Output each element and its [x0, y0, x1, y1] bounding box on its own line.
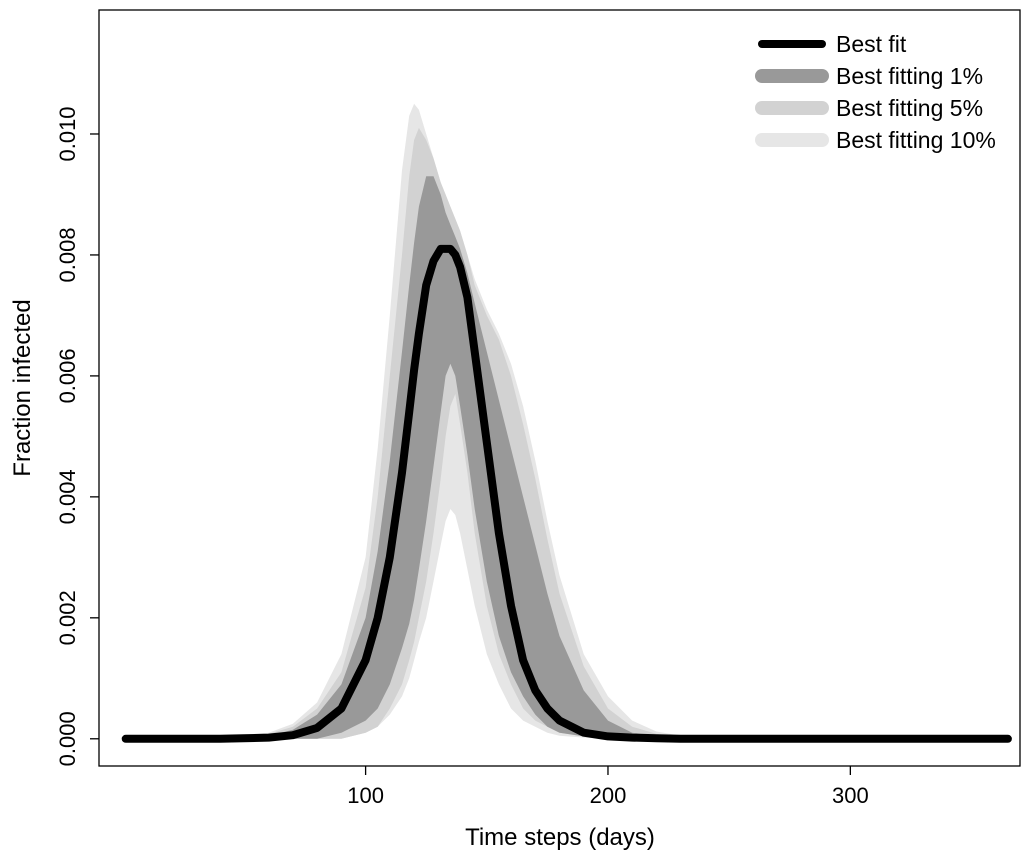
- y-axis-label: Fraction infected: [9, 299, 36, 476]
- y-tick-label-0: 0.000: [55, 711, 80, 766]
- line-best-fit: [121, 244, 1012, 743]
- legend-label-best-fit: Best fit: [836, 31, 907, 57]
- plot-frame: [98, 9, 1021, 767]
- y-tick-label-2: 0.004: [55, 469, 80, 524]
- y-axis: 0.000 0.002 0.004 0.006 0.008 0.010: [55, 106, 99, 766]
- y-tick-label-1: 0.002: [55, 590, 80, 645]
- band-best-fitting-1pct: [125, 176, 1008, 739]
- legend-label-best-fitting-1pct: Best fitting 1%: [836, 63, 983, 89]
- x-tick-label-200: 200: [590, 783, 627, 808]
- band-best-fitting-5pct: [125, 127, 1008, 739]
- x-tick-label-100: 100: [347, 783, 384, 808]
- band-best-fitting-10pct: [125, 103, 1008, 739]
- ribbon-bands: [125, 103, 1008, 739]
- legend-label-best-fitting-10pct: Best fitting 10%: [836, 127, 996, 153]
- x-axis-label: Time steps (days): [465, 824, 655, 851]
- x-tick-label-300: 300: [832, 783, 869, 808]
- y-tick-label-5: 0.010: [55, 106, 80, 161]
- y-tick-label-4: 0.008: [55, 227, 80, 282]
- y-tick-label-3: 0.006: [55, 348, 80, 403]
- legend-label-best-fitting-5pct: Best fitting 5%: [836, 95, 983, 121]
- x-axis: 100 200 300: [347, 766, 869, 808]
- legend: Best fit Best fitting 1% Best fitting 5% Be…: [755, 31, 996, 153]
- best-fit-line-layer: [121, 244, 1012, 743]
